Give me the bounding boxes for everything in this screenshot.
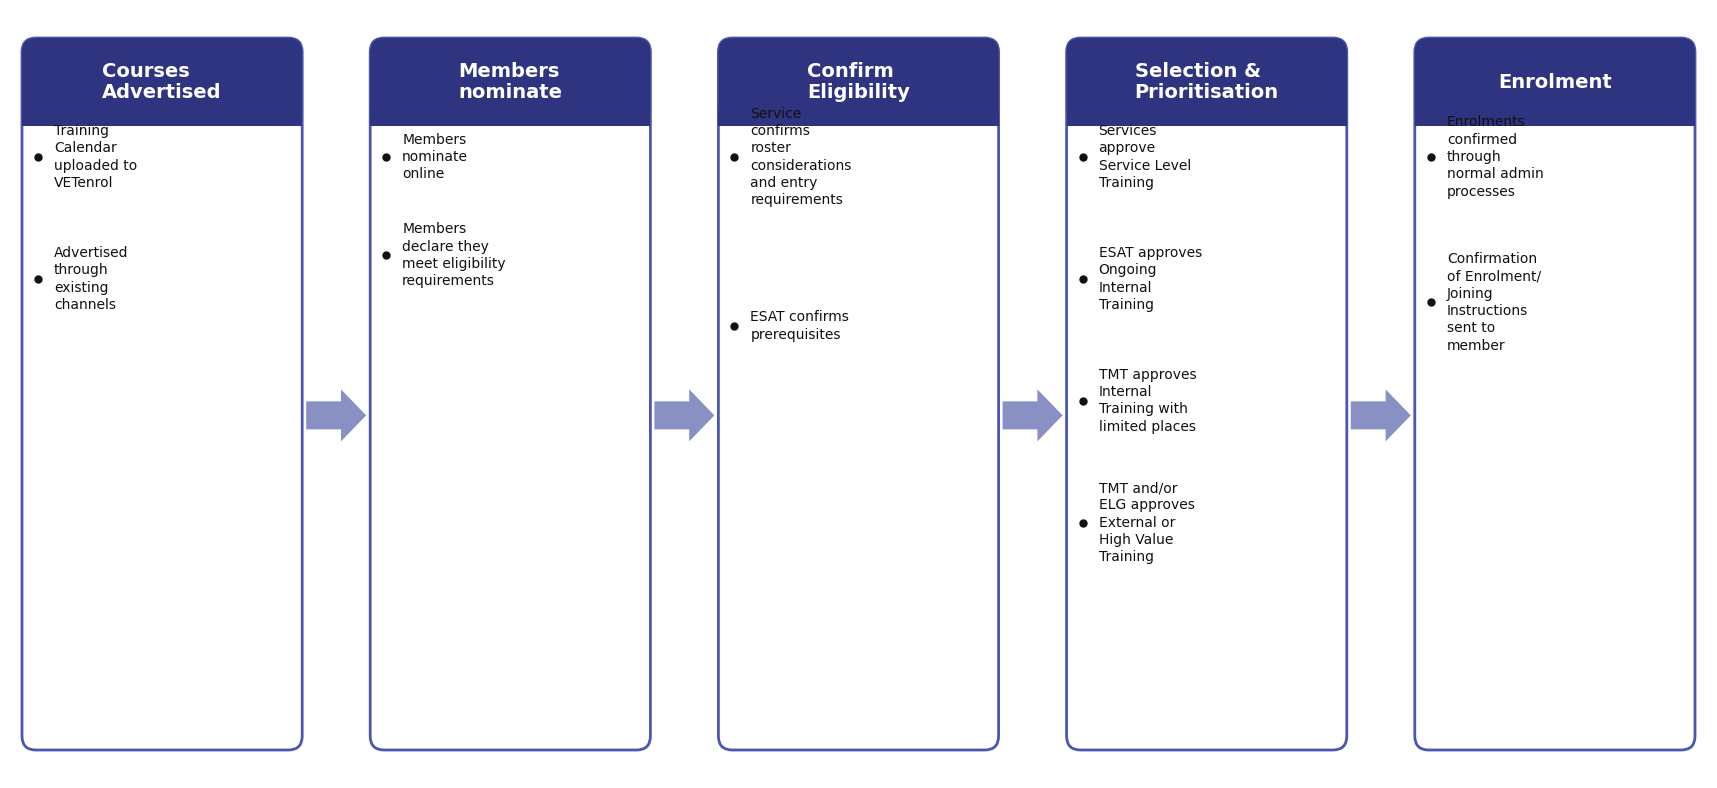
Polygon shape (1351, 389, 1411, 441)
Text: TMT approves
Internal
Training with
limited places: TMT approves Internal Training with limi… (1099, 368, 1197, 433)
Text: Members
nominate: Members nominate (458, 62, 561, 102)
FancyBboxPatch shape (371, 38, 651, 126)
FancyBboxPatch shape (371, 38, 651, 750)
FancyBboxPatch shape (1415, 38, 1695, 750)
Polygon shape (654, 389, 714, 441)
FancyBboxPatch shape (718, 38, 999, 126)
Text: Enrolment: Enrolment (1497, 72, 1612, 91)
FancyBboxPatch shape (1066, 38, 1346, 126)
FancyBboxPatch shape (718, 38, 999, 750)
Text: Training
Calendar
uploaded to
VETenrol: Training Calendar uploaded to VETenrol (53, 124, 137, 190)
Text: Courses
Advertised: Courses Advertised (103, 62, 221, 102)
Polygon shape (1003, 389, 1063, 441)
Bar (22, 110, 302, 126)
Bar (371, 110, 651, 126)
FancyBboxPatch shape (1066, 38, 1346, 750)
Bar (1415, 110, 1695, 126)
Text: Members
declare they
meet eligibility
requirements: Members declare they meet eligibility re… (402, 222, 507, 288)
Text: Enrolments
confirmed
through
normal admin
processes: Enrolments confirmed through normal admi… (1447, 115, 1544, 199)
Text: Members
nominate
online: Members nominate online (402, 132, 469, 181)
Bar (718, 110, 999, 126)
Text: TMT and/or
ELG approves
External or
High Value
Training: TMT and/or ELG approves External or High… (1099, 481, 1195, 564)
FancyBboxPatch shape (1415, 38, 1695, 126)
Text: ESAT confirms
prerequisites: ESAT confirms prerequisites (750, 310, 850, 341)
Text: ESAT approves
Ongoing
Internal
Training: ESAT approves Ongoing Internal Training (1099, 246, 1202, 312)
Text: Service
confirms
roster
considerations
and entry
requirements: Service confirms roster considerations a… (750, 107, 852, 207)
Text: Selection &
Prioritisation: Selection & Prioritisation (1135, 62, 1279, 102)
Polygon shape (306, 389, 366, 441)
Text: Confirmation
of Enrolment/
Joining
Instructions
sent to
member: Confirmation of Enrolment/ Joining Instr… (1447, 252, 1540, 353)
Text: Confirm
Eligibility: Confirm Eligibility (807, 62, 910, 102)
Text: Advertised
through
existing
channels: Advertised through existing channels (53, 246, 129, 312)
FancyBboxPatch shape (22, 38, 302, 750)
Text: Services
approve
Service Level
Training: Services approve Service Level Training (1099, 124, 1192, 190)
FancyBboxPatch shape (22, 38, 302, 126)
Bar (1066, 110, 1346, 126)
